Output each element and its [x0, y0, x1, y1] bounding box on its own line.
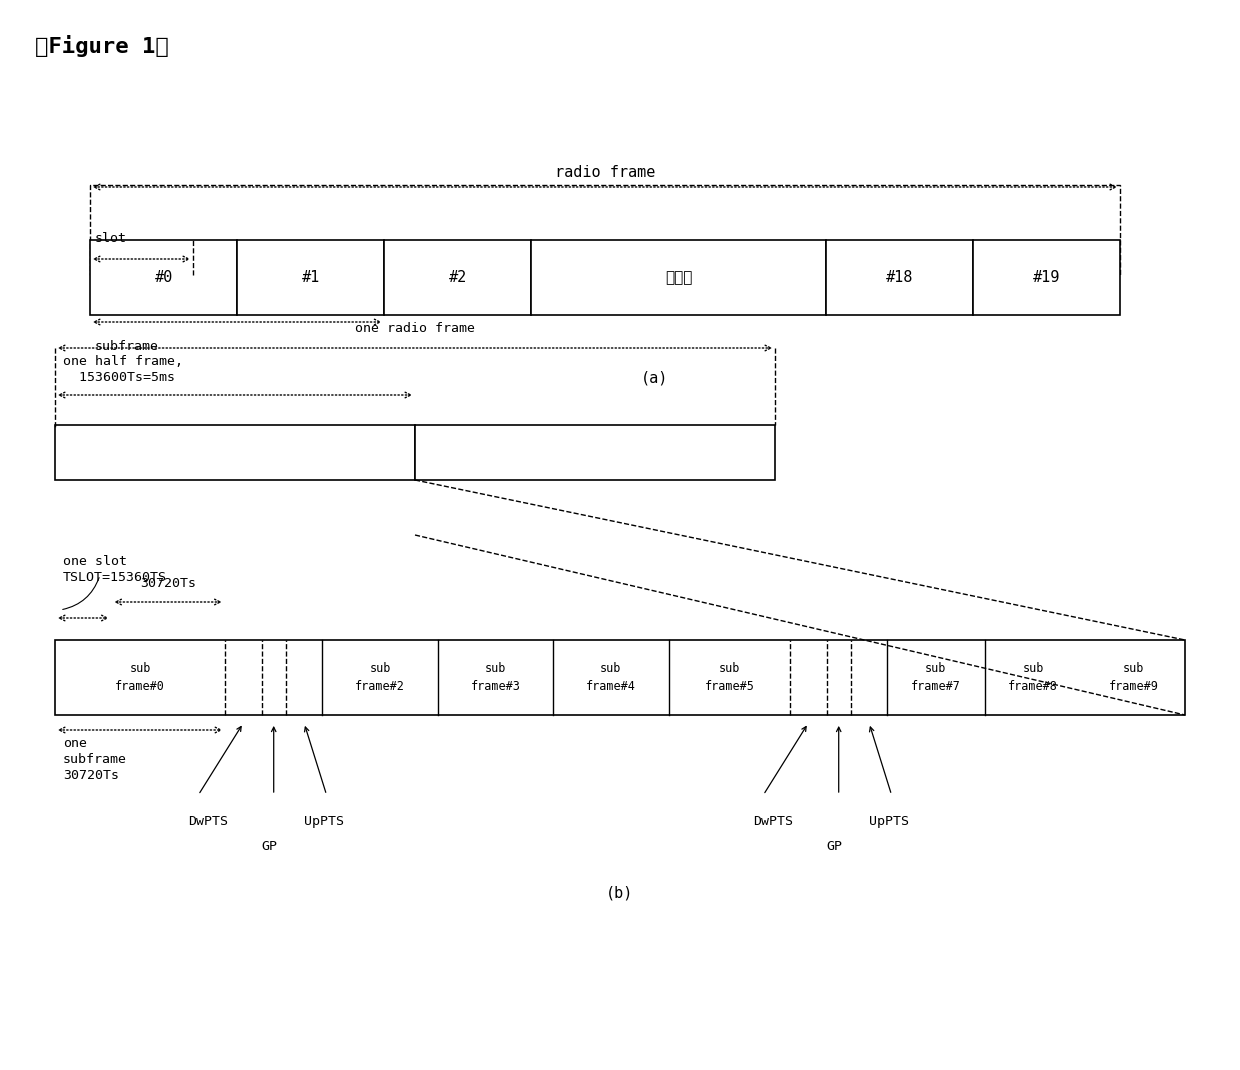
Text: radio frame: radio frame — [554, 165, 655, 180]
Text: one slot
TSLOT=15360TS: one slot TSLOT=15360TS — [63, 555, 167, 584]
Text: one half frame,
  153600Ts=5ms: one half frame, 153600Ts=5ms — [63, 355, 184, 384]
Bar — [973, 240, 1120, 315]
Text: ・・・: ・・・ — [665, 270, 692, 285]
Text: GP: GP — [827, 840, 843, 853]
Text: sub
frame#9: sub frame#9 — [1109, 662, 1158, 692]
Text: (a): (a) — [641, 370, 668, 385]
Text: sub
frame#8: sub frame#8 — [1008, 662, 1058, 692]
Text: slot: slot — [95, 232, 126, 245]
Bar — [384, 240, 532, 315]
Text: UpPTS: UpPTS — [304, 815, 343, 828]
Text: 【Figure 1】: 【Figure 1】 — [35, 35, 169, 57]
Text: GP: GP — [262, 840, 278, 853]
Text: 30720Ts: 30720Ts — [140, 577, 196, 590]
Text: subframe: subframe — [95, 340, 159, 353]
Text: one radio frame: one radio frame — [355, 322, 475, 335]
Bar — [237, 240, 384, 315]
Text: sub
frame#4: sub frame#4 — [587, 662, 636, 692]
Bar — [532, 240, 826, 315]
Text: DwPTS: DwPTS — [754, 815, 794, 828]
Text: UpPTS: UpPTS — [869, 815, 909, 828]
Text: #2: #2 — [449, 270, 467, 285]
Bar — [91, 185, 1120, 275]
Text: one
subframe
30720Ts: one subframe 30720Ts — [63, 737, 126, 782]
Bar — [415, 425, 775, 480]
Text: #1: #1 — [301, 270, 320, 285]
Text: sub
frame#5: sub frame#5 — [704, 662, 754, 692]
Text: #19: #19 — [1033, 270, 1060, 285]
Bar — [826, 240, 973, 315]
Text: #0: #0 — [155, 270, 172, 285]
Bar — [55, 640, 1185, 715]
Text: DwPTS: DwPTS — [188, 815, 228, 828]
Text: sub
frame#3: sub frame#3 — [470, 662, 521, 692]
Text: sub
frame#7: sub frame#7 — [911, 662, 961, 692]
Text: #18: #18 — [885, 270, 913, 285]
Text: (b): (b) — [606, 885, 634, 900]
Text: sub
frame#0: sub frame#0 — [115, 662, 165, 692]
Text: sub
frame#2: sub frame#2 — [355, 662, 405, 692]
Bar — [55, 425, 415, 480]
Bar — [91, 240, 237, 315]
